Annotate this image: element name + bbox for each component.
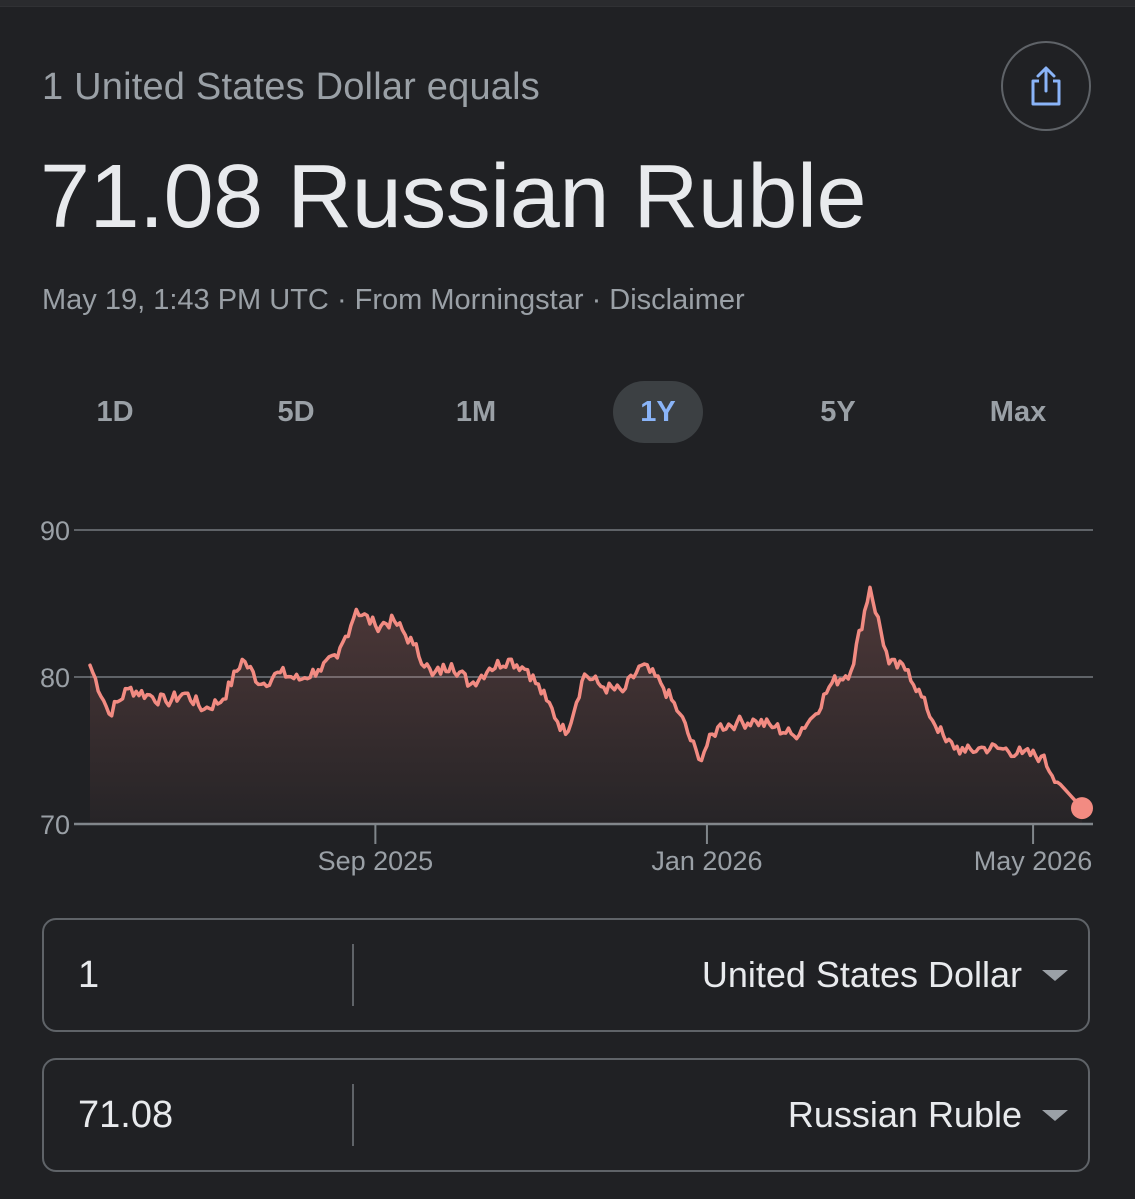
y-tick-label: 70 bbox=[40, 810, 70, 840]
x-tick-label: May 2026 bbox=[974, 846, 1093, 876]
chart-current-point bbox=[1071, 797, 1093, 820]
converted-value: 71.08 Russian Ruble bbox=[40, 147, 867, 247]
chart-line bbox=[88, 585, 1084, 810]
timestamp: May 19, 1:43 PM UTC bbox=[42, 284, 329, 316]
y-tick-label: 90 bbox=[40, 516, 70, 546]
tab-1m[interactable]: 1M bbox=[455, 396, 497, 428]
range-tabs: 1D 5D 1M 1Y 5Y Max bbox=[25, 381, 1110, 443]
tab-1y[interactable]: 1Y bbox=[613, 381, 703, 443]
from-currency-select[interactable]: United States Dollar bbox=[702, 920, 1068, 1030]
meta-line: May 19, 1:43 PM UTC · From Morningstar ·… bbox=[42, 284, 745, 317]
source-link[interactable]: From Morningstar bbox=[354, 284, 584, 316]
meta-separator: · bbox=[591, 284, 602, 316]
tab-5y[interactable]: 5Y bbox=[820, 396, 856, 428]
divider bbox=[352, 1084, 354, 1146]
divider bbox=[352, 944, 354, 1006]
top-border bbox=[0, 0, 1135, 7]
tab-5d[interactable]: 5D bbox=[277, 396, 315, 428]
x-tick-label: Sep 2025 bbox=[318, 846, 434, 876]
exchange-rate-chart[interactable]: 90 80 70 Sep 2025 Jan 2026 May 2026 bbox=[0, 490, 1135, 890]
tab-max[interactable]: Max bbox=[989, 396, 1047, 428]
share-icon bbox=[1031, 66, 1061, 106]
to-currency-select[interactable]: Russian Ruble bbox=[788, 1060, 1068, 1170]
dropdown-arrow-icon bbox=[1042, 1109, 1068, 1121]
to-currency-name: Russian Ruble bbox=[787, 1094, 1022, 1135]
share-button[interactable] bbox=[1001, 41, 1091, 131]
from-amount-input[interactable] bbox=[78, 920, 348, 1030]
from-currency-name: United States Dollar bbox=[701, 954, 1022, 995]
to-converter: Russian Ruble bbox=[42, 1058, 1090, 1172]
meta-separator: · bbox=[336, 284, 347, 316]
from-converter: United States Dollar bbox=[42, 918, 1090, 1032]
tab-1d[interactable]: 1D bbox=[96, 396, 134, 428]
x-tick-label: Jan 2026 bbox=[651, 846, 762, 876]
disclaimer-link[interactable]: Disclaimer bbox=[609, 284, 745, 316]
to-amount-input[interactable] bbox=[78, 1060, 348, 1170]
y-tick-label: 80 bbox=[40, 663, 70, 693]
equals-label: 1 United States Dollar equals bbox=[42, 66, 540, 108]
dropdown-arrow-icon bbox=[1042, 969, 1068, 981]
chart-area bbox=[90, 587, 1082, 824]
